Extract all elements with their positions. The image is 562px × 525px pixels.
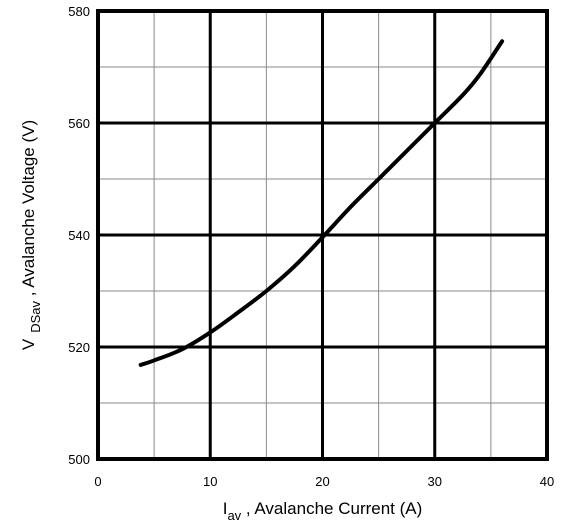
y-tick-label: 500 [68,452,90,467]
plot-frame [96,9,549,461]
series-layer [138,39,505,367]
y-axis-title: V DSav , Avalanche Voltage (V) [19,120,43,350]
y-tick-label: 560 [68,116,90,131]
x-tick-label: 30 [428,474,442,489]
y-tick-label: 580 [68,4,90,19]
y-tick-label: 540 [68,228,90,243]
y-axis-label-text: , Avalanche Voltage (V) [19,120,38,301]
y-axis-subscript: DSav [28,301,43,333]
y-tick-label: 520 [68,340,90,355]
x-axis-subscript: av [227,508,241,523]
x-axis-label-text: , Avalanche Current (A) [241,499,422,518]
y-axis-symbol: V [19,338,38,350]
x-axis-ticks: 0 10 20 30 40 [94,474,554,489]
y-axis-ticks: 500 520 540 560 580 [68,4,90,467]
x-axis-title: Iav , Avalanche Current (A) [223,499,423,523]
x-tick-label: 40 [540,474,554,489]
x-tick-label: 10 [203,474,217,489]
x-axis-symbol: I [223,499,228,518]
series-line [138,39,505,367]
x-tick-label: 20 [315,474,329,489]
x-tick-label: 0 [94,474,101,489]
